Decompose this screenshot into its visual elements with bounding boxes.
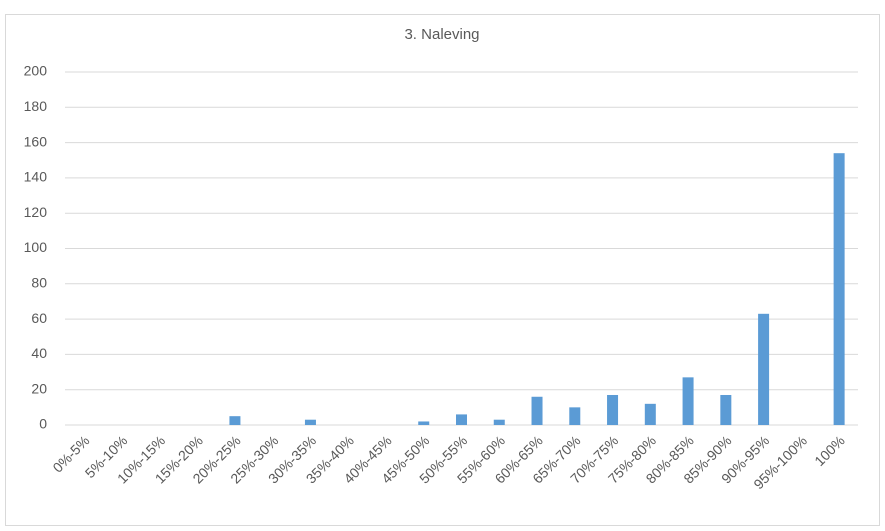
- y-tick-label: 60: [31, 310, 47, 326]
- bar: [758, 313, 770, 425]
- y-tick-label: 80: [31, 275, 47, 291]
- y-tick-label: 180: [24, 98, 48, 114]
- chart-title: 3. Naleving: [404, 26, 479, 43]
- bar: [607, 394, 619, 425]
- bar: [229, 416, 241, 425]
- y-tick-label: 40: [31, 345, 47, 361]
- bar: [493, 419, 505, 425]
- y-tick-label: 120: [24, 204, 48, 220]
- y-tick-label: 140: [24, 169, 48, 185]
- bar: [720, 394, 732, 425]
- bar: [569, 407, 581, 425]
- y-tick-label: 100: [24, 239, 48, 255]
- bar: [682, 377, 694, 425]
- y-tick-label: 0: [39, 416, 47, 432]
- bar: [456, 414, 467, 425]
- bar: [418, 421, 430, 425]
- y-tick-label: 20: [31, 380, 47, 396]
- bar: [833, 153, 845, 425]
- y-tick-label: 160: [24, 133, 48, 149]
- bar: [531, 396, 543, 425]
- chart-border: [5, 14, 880, 526]
- bar: [304, 419, 316, 425]
- bar: [644, 403, 656, 425]
- y-tick-label: 200: [24, 63, 48, 79]
